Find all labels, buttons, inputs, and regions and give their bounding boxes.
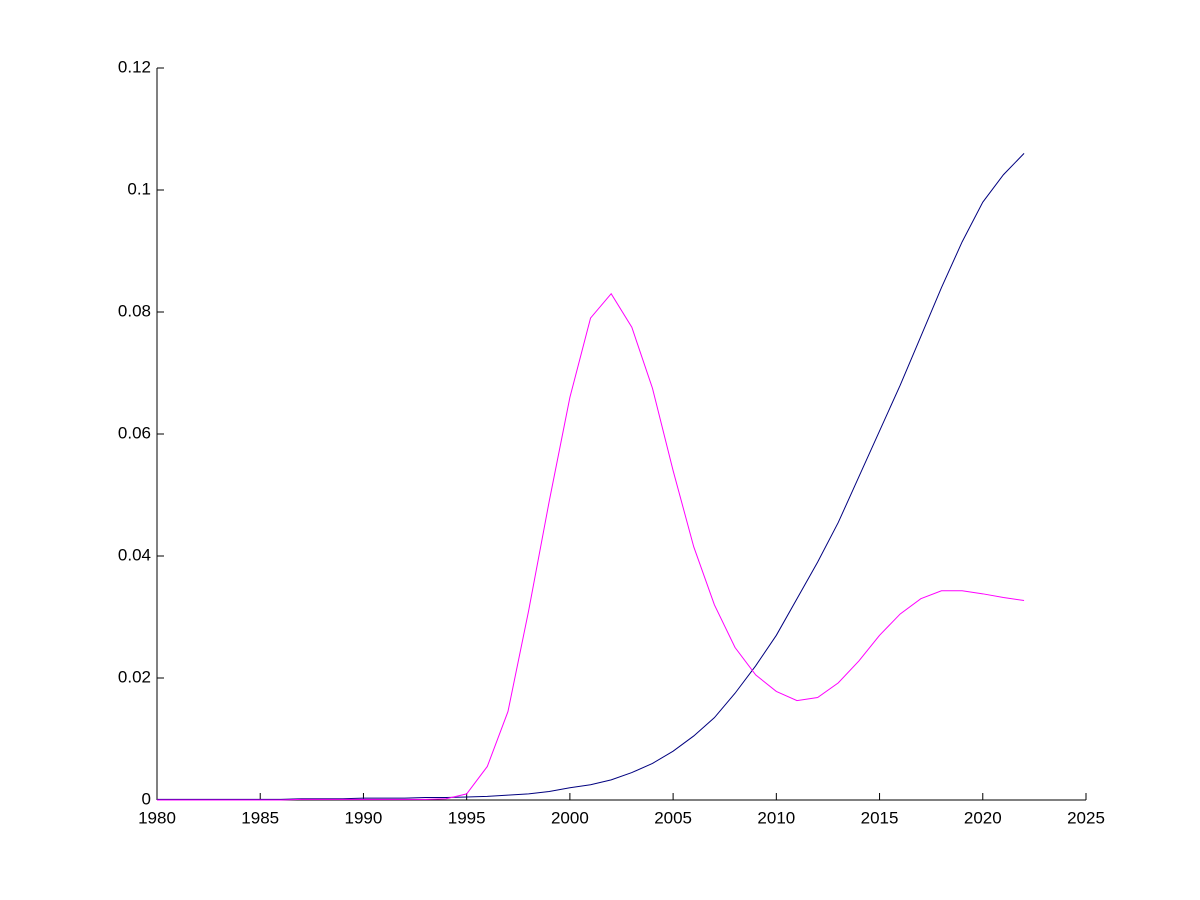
y-tick-label: 0.06 [118,423,151,442]
x-tick-label: 2000 [551,808,589,827]
y-tick-label: 0.12 [118,57,151,76]
y-tick-label: 0.04 [118,545,151,564]
line [157,292,1025,801]
y-tick-label: 0 [142,789,151,808]
y-tick-label: 0.02 [118,667,151,686]
x-tick-label: 1990 [345,808,383,827]
x-tick-label: 2025 [1067,808,1105,827]
x-tick-label: 1980 [138,808,176,827]
x-tick-label: 2005 [654,808,692,827]
y-tick-label: 0.08 [118,301,151,320]
x-tick-label: 1995 [448,808,486,827]
line [157,153,1025,800]
x-tick-label: 2020 [964,808,1002,827]
y-tick-label: 0.1 [127,179,151,198]
x-tick-label: 1985 [241,808,279,827]
x-tick-label: 2010 [757,808,795,827]
x-tick-label: 2015 [861,808,899,827]
